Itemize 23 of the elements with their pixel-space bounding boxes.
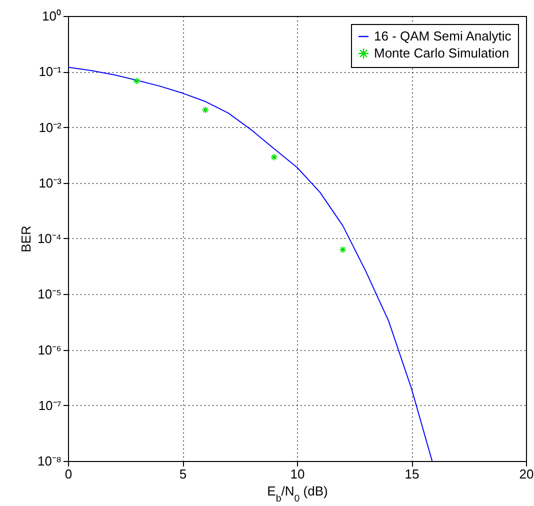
x-tick-label: 0	[64, 466, 72, 482]
legend-label: Monte Carlo Simulation	[374, 46, 510, 60]
point	[270, 153, 278, 161]
y-tick-label: 10⁻²	[38, 120, 62, 135]
y-tick-label: 10⁰	[42, 8, 62, 24]
x-tick-label: 10	[290, 466, 305, 482]
x-tick-label: 15	[404, 466, 420, 482]
y-tick-label: 10⁻⁵	[38, 286, 62, 302]
x-axis-title: E$_{b}$/N$_{0}$ (dB)	[267, 484, 328, 504]
line-series	[68, 66, 433, 461]
point	[202, 106, 210, 114]
y-tick-label: 10⁻³	[38, 175, 62, 190]
y-tick-label: 10⁻⁸	[38, 454, 62, 468]
point	[339, 246, 346, 254]
y-tick-label: 10⁻⁶	[38, 342, 62, 358]
x-tick-label: 5	[179, 466, 187, 482]
y-tick-label: 10⁻⁴	[37, 231, 62, 246]
point	[133, 77, 140, 85]
x-tick-label: 20	[519, 466, 534, 482]
y-tick-label: 10⁻⁷	[38, 398, 62, 413]
y-axis-title: BER	[18, 226, 34, 252]
y-tick-label: 10⁻¹	[38, 64, 62, 80]
legend-label: 16 - QAM Semi Analytic	[374, 28, 512, 44]
